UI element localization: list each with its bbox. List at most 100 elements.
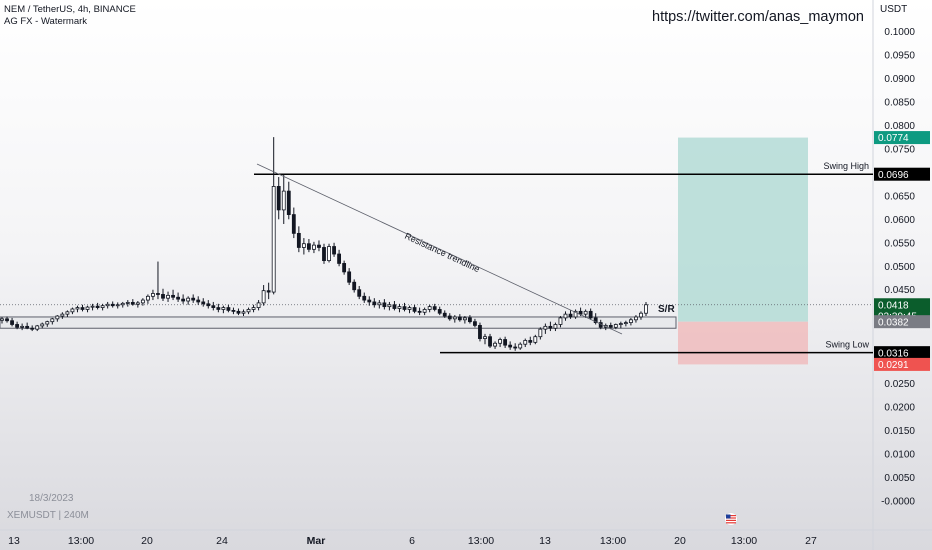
candle-up [100, 305, 105, 308]
candle-up [563, 313, 568, 319]
candle-up [583, 310, 588, 315]
candle-down [478, 325, 482, 339]
candle-up [55, 315, 60, 320]
candle-up [523, 340, 528, 345]
flag-stripe [726, 522, 736, 524]
candles [0, 137, 648, 351]
candle-up [35, 325, 40, 330]
x-tick-label: 20 [674, 535, 686, 547]
target-price-tag [874, 131, 930, 145]
candle-down [161, 294, 165, 299]
candle-down [372, 301, 377, 306]
candle-up [639, 312, 643, 318]
candle-up [533, 336, 538, 343]
candle-down [181, 298, 186, 302]
candle-down [488, 336, 492, 347]
candle-up [271, 186, 276, 293]
y-tick-label: 0.0050 [884, 473, 915, 484]
candle-up [543, 325, 548, 330]
candle-down [211, 305, 216, 308]
candle-up [422, 309, 427, 313]
candle-down [30, 327, 35, 330]
candle-up [452, 316, 457, 320]
candle-up [125, 302, 130, 304]
candle-down [473, 321, 477, 326]
candle-down [347, 271, 352, 283]
target-price-text: 0.0774 [878, 133, 909, 144]
entry-price-text: 0.0382 [878, 317, 909, 328]
symbol-title[interactable]: NEM / TetherUS, 4h, BINANCE [4, 4, 136, 15]
candle-down [357, 289, 362, 297]
candle-down [367, 299, 372, 303]
y-tick-label: 0.0950 [884, 50, 915, 61]
indicator-name[interactable]: AG FX - Watermark [4, 16, 88, 27]
candle-up [644, 304, 648, 314]
y-tick-label: 0.1000 [884, 27, 915, 38]
stop-price-text: 0.0291 [878, 360, 909, 371]
x-tick-label: 13 [539, 535, 551, 547]
y-tick-label: -0.0000 [881, 497, 915, 508]
candle-up [45, 321, 50, 325]
flag-stripe [726, 515, 736, 517]
trendline-label: Resistance trendline [403, 231, 481, 274]
candle-down [342, 263, 347, 273]
candle-down [432, 306, 437, 310]
y-tick-label: 0.0250 [884, 379, 915, 390]
watermark-symbol: XEMUSDT | 240M [7, 510, 89, 521]
chart-header: NEM / TetherUS, 4h, BINANCE AG FX - Wate… [4, 4, 136, 28]
candle-down [296, 232, 301, 248]
candle-down [352, 281, 357, 291]
candle-down [322, 247, 326, 262]
candle-up [387, 304, 392, 308]
candle-down [286, 190, 291, 215]
y-tick-label: 0.0900 [884, 74, 915, 85]
candle-down [392, 304, 397, 309]
candle-up [186, 297, 191, 302]
candle-down [176, 296, 181, 300]
candle-up [221, 307, 226, 310]
stop-price-tag [874, 357, 930, 371]
x-tick-label: 13:00 [600, 535, 626, 547]
candle-up [65, 311, 70, 315]
candle-up [120, 302, 125, 306]
candle-down [5, 318, 9, 322]
candle-up [0, 318, 4, 321]
x-tick-label: 20 [141, 535, 153, 547]
candle-up [20, 325, 25, 328]
candle-up [377, 302, 382, 306]
candle-down [110, 303, 115, 307]
x-tick-label: 27 [805, 535, 817, 547]
x-tick-label: 13:00 [68, 535, 94, 547]
candle-down [226, 307, 231, 311]
candle-up [70, 308, 75, 313]
candle-down [503, 339, 508, 346]
candle-up [634, 316, 638, 321]
flag-circle [724, 512, 738, 526]
candle-up [613, 324, 618, 328]
x-tick-label: 24 [216, 535, 228, 547]
candle-down [206, 303, 211, 307]
candle-down [417, 310, 422, 313]
candle-up [90, 305, 95, 308]
target-zone [678, 137, 808, 322]
candle-up [493, 342, 497, 347]
candle-down [337, 253, 342, 264]
y-tick-label: 0.0750 [884, 144, 915, 155]
candle-up [518, 343, 523, 349]
candle-down [317, 244, 321, 248]
y-tick-label: 0.0550 [884, 238, 915, 249]
candle-up [618, 323, 623, 325]
candle-down [171, 294, 175, 298]
candle-down [548, 325, 553, 329]
candle-down [528, 340, 533, 343]
candle-up [312, 244, 316, 250]
watermark-url: https://twitter.com/anas_maymon [652, 9, 864, 25]
swing-high-label: Swing High [823, 161, 869, 171]
candle-up [115, 304, 120, 307]
candle-up [256, 302, 261, 308]
candle-up [40, 323, 45, 327]
candle-down [95, 305, 100, 308]
x-tick-label: 13:00 [468, 535, 494, 547]
candle-down [382, 302, 387, 308]
